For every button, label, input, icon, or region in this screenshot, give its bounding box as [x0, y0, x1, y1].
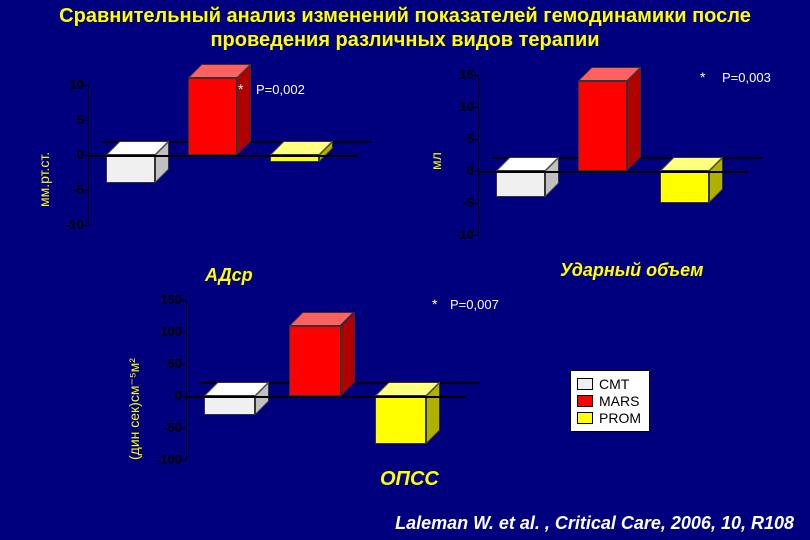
plot-area-opss: 150100500-50-100 [186, 300, 466, 460]
bar-cmt [204, 396, 255, 415]
plot-area-stroke: 151050-5-10 [478, 75, 748, 235]
chart-adsr: мм.рт.ст. 1050-5-10 * P=0,002 [40, 85, 370, 265]
ytick: -10 [50, 217, 84, 232]
bar-prom [375, 396, 426, 444]
citation: Laleman W. et al. , Critical Care, 2006,… [395, 513, 794, 534]
bar-cmt [106, 155, 155, 183]
bar-cmt [496, 171, 545, 197]
legend-swatch-prom [577, 412, 593, 424]
chart-opss: (дин сек)см⁻⁵м² 150100500-50-100 * P=0,0… [130, 300, 480, 480]
bar-mars [188, 78, 237, 155]
legend-swatch-cmt [577, 378, 593, 390]
ytick: -10 [440, 227, 474, 242]
legend-row: MARS [577, 393, 641, 409]
bar-mars [289, 326, 340, 396]
caption-stroke: Ударный объем [560, 260, 703, 281]
title-line2: проведения различных видов терапии [210, 29, 599, 51]
ytick: 5 [50, 112, 84, 127]
legend-label: PROM [599, 410, 641, 426]
ytick: 150 [148, 292, 182, 307]
legend: CMT MARS PROM [570, 370, 650, 432]
ytick: 50 [148, 356, 182, 371]
bar-prom [660, 171, 709, 203]
pvalue-adsr: P=0,002 [256, 82, 305, 97]
pvalue-stroke: P=0,003 [722, 70, 771, 85]
plot-area-adsr: 1050-5-10 [88, 85, 358, 225]
ytick: 0 [440, 163, 474, 178]
caption-opss: ОПСС [380, 468, 439, 491]
legend-row: CMT [577, 376, 641, 392]
ytick: 100 [148, 324, 182, 339]
ytick: 0 [50, 147, 84, 162]
pvalue-opss: P=0,007 [450, 297, 499, 312]
ylabel-opss: (дин сек)см⁻⁵м² [126, 358, 143, 460]
bar-mars [578, 81, 627, 171]
ytick: 10 [50, 77, 84, 92]
legend-row: PROM [577, 410, 641, 426]
star-opss: * [432, 296, 437, 312]
star-adsr: * [238, 81, 243, 97]
ytick: -5 [50, 182, 84, 197]
ytick: 0 [148, 388, 182, 403]
legend-swatch-mars [577, 395, 593, 407]
ytick: 15 [440, 67, 474, 82]
legend-label: MARS [599, 393, 639, 409]
ytick: -5 [440, 195, 474, 210]
chart-stroke: мл 151050-5-10 * P=0,003 [430, 75, 760, 265]
ytick: 5 [440, 131, 474, 146]
caption-adsr: АДср [205, 265, 253, 286]
ytick: -100 [148, 452, 182, 467]
star-stroke: * [700, 69, 705, 85]
ytick: 10 [440, 99, 474, 114]
slide-title: Сравнительный анализ изменений показател… [0, 0, 810, 52]
ytick: -50 [148, 420, 182, 435]
legend-label: CMT [599, 376, 629, 392]
title-line1: Сравнительный анализ изменений показател… [59, 5, 751, 27]
